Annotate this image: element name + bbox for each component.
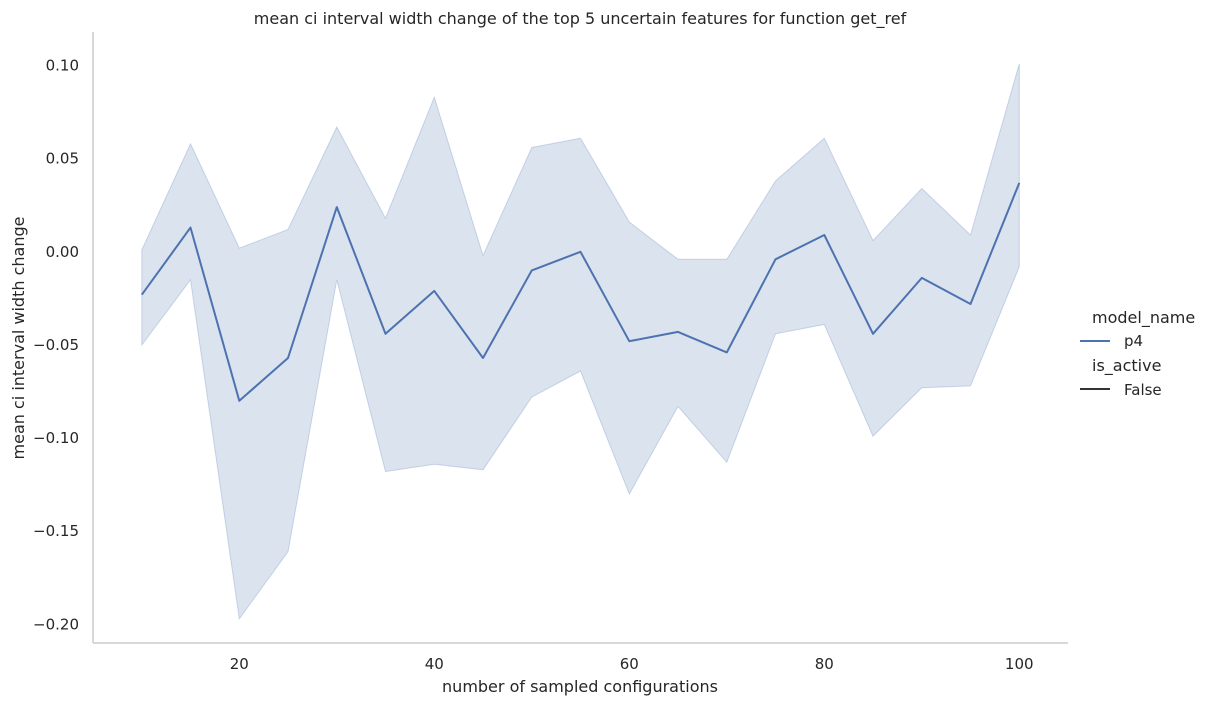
y-tick-label: −0.20 (33, 615, 79, 633)
y-tick-label: 0.00 (46, 243, 79, 261)
y-tick-label: −0.15 (33, 522, 79, 540)
x-tick-label: 20 (230, 655, 249, 673)
y-tick-label: 0.10 (46, 57, 79, 75)
legend-style-title: is_active (1092, 356, 1161, 376)
y-tick-label: −0.05 (33, 336, 79, 354)
chart-title: mean ci interval width change of the top… (254, 9, 907, 29)
confidence-band-layer (141, 63, 1020, 621)
y-tick-label: −0.10 (33, 429, 79, 447)
x-tick-label: 100 (1005, 655, 1034, 673)
tick-labels: 20 40 60 80 100 0.10 0.05 0.00 −0.05 −0.10 −0.15 −0… (33, 57, 1034, 673)
y-tick-label: 0.05 (46, 150, 79, 168)
series-line-p4 (140, 182, 1021, 402)
confidence-band-p4 (141, 63, 1020, 621)
x-axis-label: number of sampled configurations (442, 677, 718, 696)
y-axis-label: mean ci interval width change (9, 217, 28, 460)
axes (92, 32, 1068, 644)
legend-title: model_name (1092, 308, 1195, 328)
x-tick-label: 80 (815, 655, 834, 673)
series-line-layer (140, 182, 1021, 402)
x-tick-label: 40 (425, 655, 444, 673)
x-tick-label: 60 (620, 655, 639, 673)
legend: model_name p4 is_active False (1080, 308, 1195, 399)
legend-label-false: False (1124, 381, 1162, 399)
legend-label-p4: p4 (1124, 332, 1143, 350)
